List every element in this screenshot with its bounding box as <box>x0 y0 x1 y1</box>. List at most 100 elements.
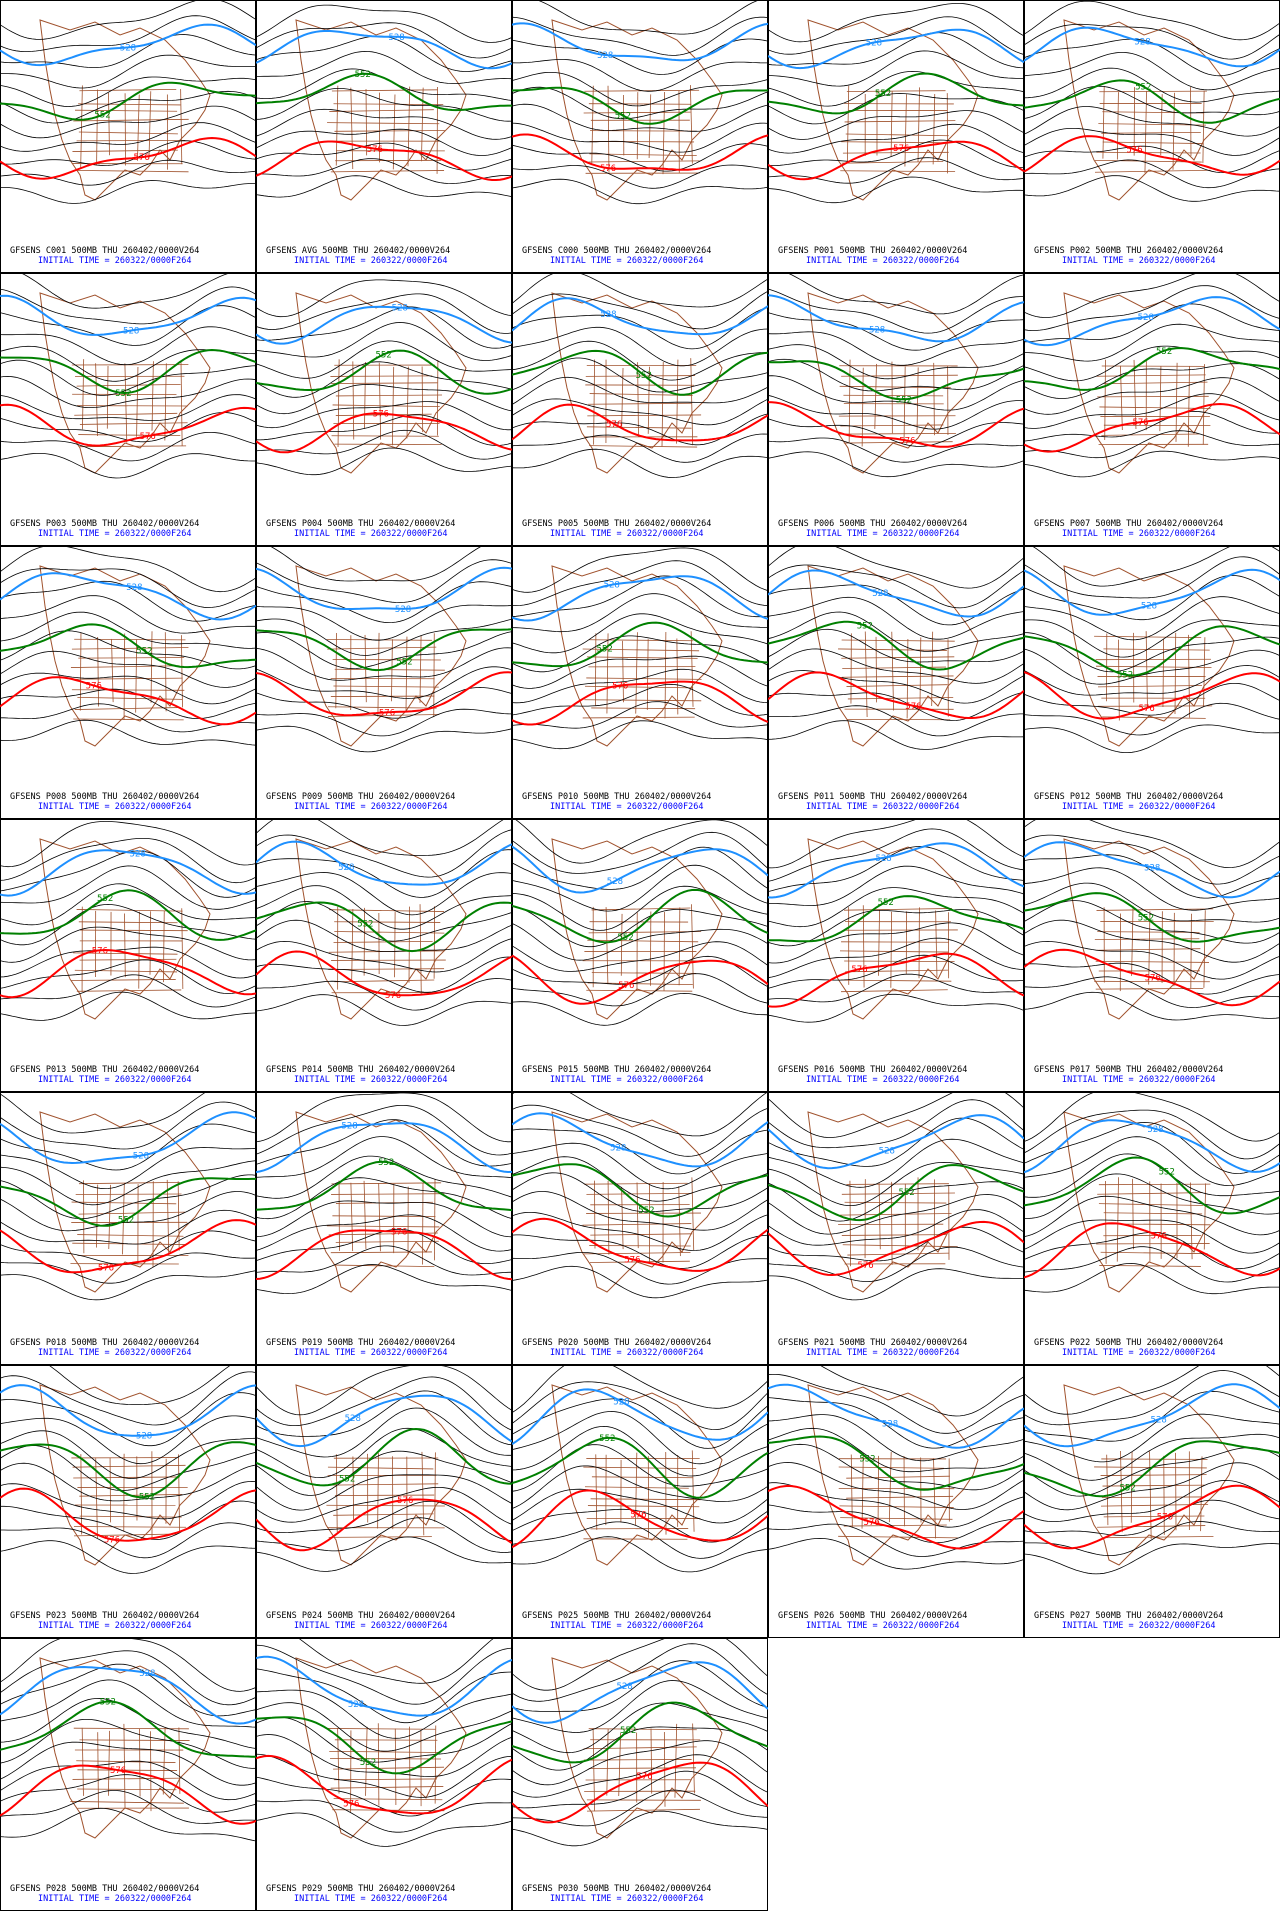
contour-1 <box>512 86 768 125</box>
contour-line <box>1024 1370 1280 1426</box>
contour-line <box>768 670 1024 704</box>
state-border <box>605 907 609 985</box>
contour-line <box>0 1500 256 1540</box>
contour-line <box>768 596 1024 640</box>
initial-time: INITIAL TIME = 260322/0000F264 <box>294 1348 448 1358</box>
map-panel: 528 552 576 GFSENS P023 500MB THU 260402/00… <box>0 1365 256 1638</box>
contour-line <box>768 691 1024 722</box>
state-border <box>842 1244 958 1248</box>
contour-line <box>512 340 768 381</box>
contour-label: 552 <box>118 1216 134 1226</box>
initial-time: INITIAL TIME = 260322/0000F264 <box>1062 256 1216 266</box>
contour-label: 528 <box>872 589 888 599</box>
state-border <box>332 404 440 408</box>
contour-label: 552 <box>378 1158 394 1168</box>
state-border <box>181 908 184 990</box>
state-border <box>692 1723 695 1794</box>
state-border <box>350 87 354 170</box>
state-border <box>73 718 184 721</box>
state-border <box>1116 1177 1119 1262</box>
state-border <box>691 1450 695 1532</box>
contour-line <box>1024 393 1280 429</box>
state-border <box>840 950 949 953</box>
contour-line <box>0 1160 256 1206</box>
contour-line <box>256 1644 512 1705</box>
state-border <box>1149 1451 1152 1539</box>
panel-title: GFSENS P028 500MB THU 260402/0000V264 <box>10 1884 199 1894</box>
contour-label: 528 <box>392 304 408 314</box>
contour-1 <box>1024 1156 1280 1215</box>
contour-label: 576 <box>618 981 634 991</box>
state-border <box>588 1728 697 1731</box>
contour-2 <box>0 403 256 447</box>
contour-line <box>0 1462 256 1502</box>
contour-line <box>768 954 1024 989</box>
contour-line <box>256 88 512 122</box>
initial-time: INITIAL TIME = 260322/0000F264 <box>806 802 960 812</box>
state-border <box>328 968 445 970</box>
panel-title: GFSENS P026 500MB THU 260402/0000V264 <box>778 1611 967 1621</box>
contour-line <box>0 719 256 746</box>
contour-1 <box>768 895 1024 943</box>
contour-label: 528 <box>1138 313 1154 323</box>
contour-label: 576 <box>92 946 108 956</box>
state-border <box>335 1454 338 1533</box>
caption-bg <box>769 514 1023 542</box>
contour-label: 576 <box>140 432 156 442</box>
panel-border <box>256 1092 512 1365</box>
contour-line <box>0 1679 256 1728</box>
state-border <box>164 632 167 712</box>
contour-line <box>0 1415 256 1465</box>
initial-time: INITIAL TIME = 260322/0000F264 <box>806 256 960 266</box>
state-border <box>584 685 694 689</box>
contour-1 <box>0 348 256 395</box>
contour-line <box>256 1799 512 1833</box>
contour-line <box>768 1138 1024 1188</box>
contour-line <box>256 885 512 930</box>
contour-line <box>768 451 1024 478</box>
contour-line <box>1024 410 1280 442</box>
contour-line <box>256 1474 512 1511</box>
coastline <box>1063 19 1235 201</box>
state-border <box>108 1184 111 1249</box>
contour-1 <box>256 628 512 672</box>
state-border <box>1095 960 1210 963</box>
state-border <box>878 909 880 976</box>
contour-line <box>768 1414 1024 1462</box>
contour-line <box>768 358 1024 392</box>
contour-line <box>512 16 768 56</box>
contour-label: 552 <box>878 898 894 908</box>
contour-line <box>20 273 256 309</box>
state-border <box>847 697 954 700</box>
contour-1 <box>512 349 768 396</box>
contour-label: 552 <box>115 389 131 399</box>
state-border <box>81 1727 84 1796</box>
contour-label: 552 <box>136 647 152 657</box>
initial-time: INITIAL TIME = 260322/0000F264 <box>550 256 704 266</box>
contour-line <box>0 1270 256 1301</box>
state-border <box>108 92 110 156</box>
contour-label: 528 <box>1147 1125 1163 1135</box>
state-border <box>637 362 639 437</box>
contour-1 <box>768 1435 1024 1491</box>
contour-2 <box>768 671 1024 719</box>
state-border <box>150 631 153 703</box>
state-border <box>333 1513 434 1516</box>
contour-line <box>1024 962 1280 995</box>
contour-2 <box>256 412 512 454</box>
map-panel: 528 552 576 GFSENS P030 500MB THU 260402/00… <box>512 1638 768 1911</box>
state-border <box>591 972 697 974</box>
state-border <box>646 639 649 710</box>
contour-line <box>512 593 768 633</box>
panel-border <box>1024 546 1280 819</box>
state-border <box>647 366 650 434</box>
state-border <box>587 1505 700 1508</box>
contour-line <box>0 672 256 705</box>
state-border <box>139 1728 141 1797</box>
contour-2 <box>256 1229 512 1281</box>
coastline <box>807 292 979 474</box>
initial-time: INITIAL TIME = 260322/0000F264 <box>550 1621 704 1631</box>
contour-label: 576 <box>612 681 628 691</box>
contour-line <box>512 1488 768 1524</box>
state-border <box>135 639 138 713</box>
